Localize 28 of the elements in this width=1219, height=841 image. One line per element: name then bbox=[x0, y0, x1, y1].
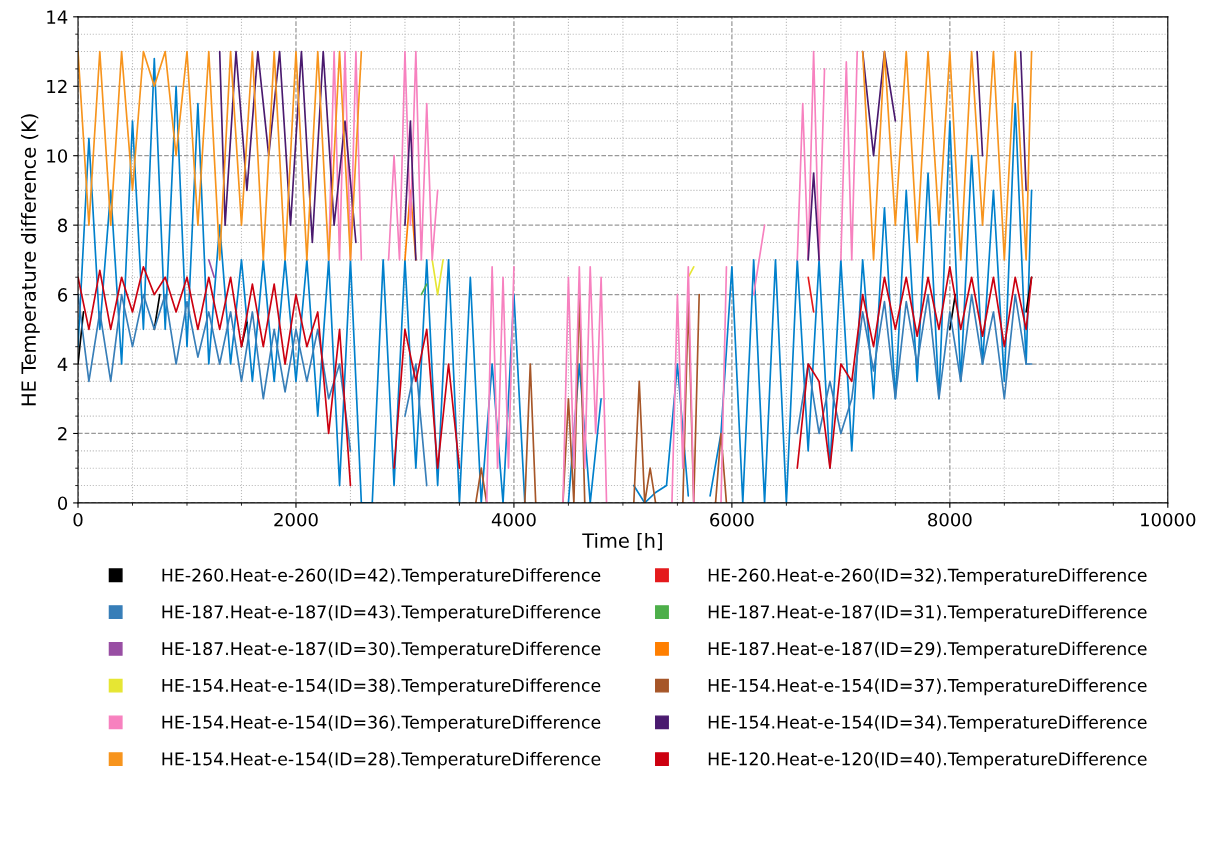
x-tick-label: 8000 bbox=[928, 512, 972, 527]
legend-label: HE-154.Heat-e-154(ID=38).TemperatureDifference bbox=[162, 678, 601, 696]
legend-label: HE-154.Heat-e-154(ID=34).TemperatureDifference bbox=[708, 715, 1147, 733]
x-tick-label: 6000 bbox=[710, 512, 754, 527]
x-tick-label: 4000 bbox=[491, 512, 536, 527]
legend-label: HE-187.Heat-e-187(ID=31).TemperatureDifference bbox=[708, 604, 1147, 622]
x-tick-label: 0 bbox=[73, 512, 83, 527]
legend-label: HE-120.Heat-e-120(ID=40).TemperatureDifference bbox=[708, 752, 1147, 769]
y-tick-label: 8 bbox=[58, 218, 68, 233]
legend-label: HE-187.Heat-e-187(ID=43).TemperatureDifference bbox=[162, 604, 601, 622]
legend-label: HE-260.Heat-e-260(ID=32).TemperatureDifference bbox=[708, 568, 1147, 585]
x-axis-title: Time [h] bbox=[582, 532, 662, 551]
legend-label: HE-154.Heat-e-154(ID=28).TemperatureDifference bbox=[162, 752, 601, 769]
legend-label: HE-154.Heat-e-154(ID=36).TemperatureDifference bbox=[162, 715, 601, 733]
legend-label: HE-260.Heat-e-260(ID=42).TemperatureDifference bbox=[162, 568, 601, 585]
x-tick-label: 10000 bbox=[1141, 512, 1196, 527]
y-tick-label: 6 bbox=[58, 288, 68, 302]
y-tick-label: 4 bbox=[57, 357, 68, 371]
legend-label: HE-187.Heat-e-187(ID=30).TemperatureDifference bbox=[162, 641, 601, 659]
x-tick-label: 2000 bbox=[274, 512, 318, 527]
y-axis-title: HE Temperature difference (K) bbox=[20, 114, 40, 406]
y-tick-label: 12 bbox=[47, 79, 67, 94]
legend-label: HE-187.Heat-e-187(ID=29).TemperatureDifference bbox=[708, 641, 1147, 659]
y-tick-label: 2 bbox=[58, 426, 67, 441]
y-tick-label: 0 bbox=[58, 496, 68, 511]
y-tick-label: 10 bbox=[47, 149, 68, 163]
y-tick-label: 14 bbox=[47, 10, 68, 24]
legend-label: HE-154.Heat-e-154(ID=37).TemperatureDifference bbox=[708, 678, 1147, 696]
